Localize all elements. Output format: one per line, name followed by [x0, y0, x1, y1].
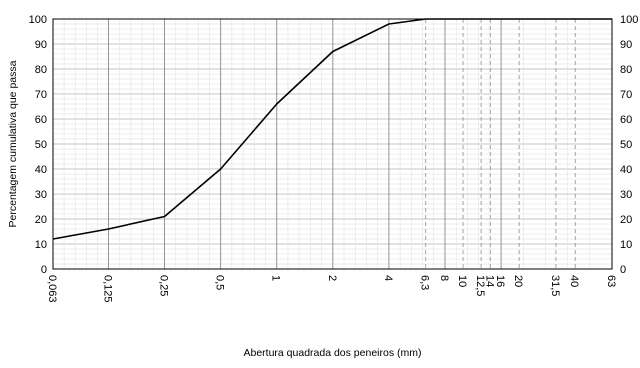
y-left-tick-label: 40 — [35, 164, 47, 176]
y-right-tick-label: 40 — [620, 164, 632, 176]
y-right-tick-label: 20 — [620, 214, 632, 226]
x-tick-label: 0,25 — [158, 275, 170, 296]
x-tick-label: 40 — [568, 275, 580, 287]
x-tick-label: 63 — [605, 275, 617, 287]
y-right-tick-label: 90 — [620, 39, 632, 51]
y-right-tick-label: 60 — [620, 114, 632, 126]
grid-lines — [53, 19, 612, 269]
y-left-tick-label: 60 — [35, 114, 47, 126]
y-left-tick-label: 70 — [35, 89, 47, 101]
y-left-tick-label: 90 — [35, 39, 47, 51]
y-left-tick-label: 80 — [35, 64, 47, 76]
x-tick-label: 8 — [438, 275, 450, 281]
y-right-tick-label: 0 — [620, 264, 626, 276]
y-left-tick-label: 30 — [35, 189, 47, 201]
y-axis-title: Percentagem cumulativa que passa — [7, 60, 19, 227]
x-tick-label: 0,063 — [46, 275, 58, 303]
y-left-tick-label: 20 — [35, 214, 47, 226]
x-tick-label: 10 — [456, 275, 468, 287]
y-left-tick-label: 10 — [35, 239, 47, 251]
y-right-tick-label: 30 — [620, 189, 632, 201]
x-tick-label: 6,3 — [419, 275, 431, 290]
x-tick-label: 20 — [512, 275, 524, 287]
x-tick-label: 0,125 — [101, 275, 113, 303]
x-tick-label: 0,5 — [214, 275, 226, 290]
y-right-tick-label: 80 — [620, 64, 632, 76]
y-left-tick-label: 50 — [35, 139, 47, 151]
y-right-tick-label: 10 — [620, 239, 632, 251]
x-tick-label: 2 — [326, 275, 338, 281]
x-tick-label: 31,5 — [549, 275, 561, 296]
x-tick-label: 16 — [494, 275, 506, 287]
y-left-tick-label: 100 — [29, 14, 47, 26]
x-tick-label: 14 — [483, 275, 495, 287]
y-left-tick-labels: 0 10 20 30 40 50 60 70 80 90 100 — [29, 14, 47, 276]
y-left-tick-label: 0 — [41, 264, 47, 276]
x-axis-title: Abertura quadrada dos peneiros (mm) — [243, 347, 421, 359]
x-tick-label: 1 — [270, 275, 282, 281]
y-right-tick-label: 70 — [620, 89, 632, 101]
y-right-tick-label: 100 — [620, 14, 638, 26]
y-right-tick-label: 50 — [620, 139, 632, 151]
x-tick-label: 4 — [382, 275, 394, 281]
